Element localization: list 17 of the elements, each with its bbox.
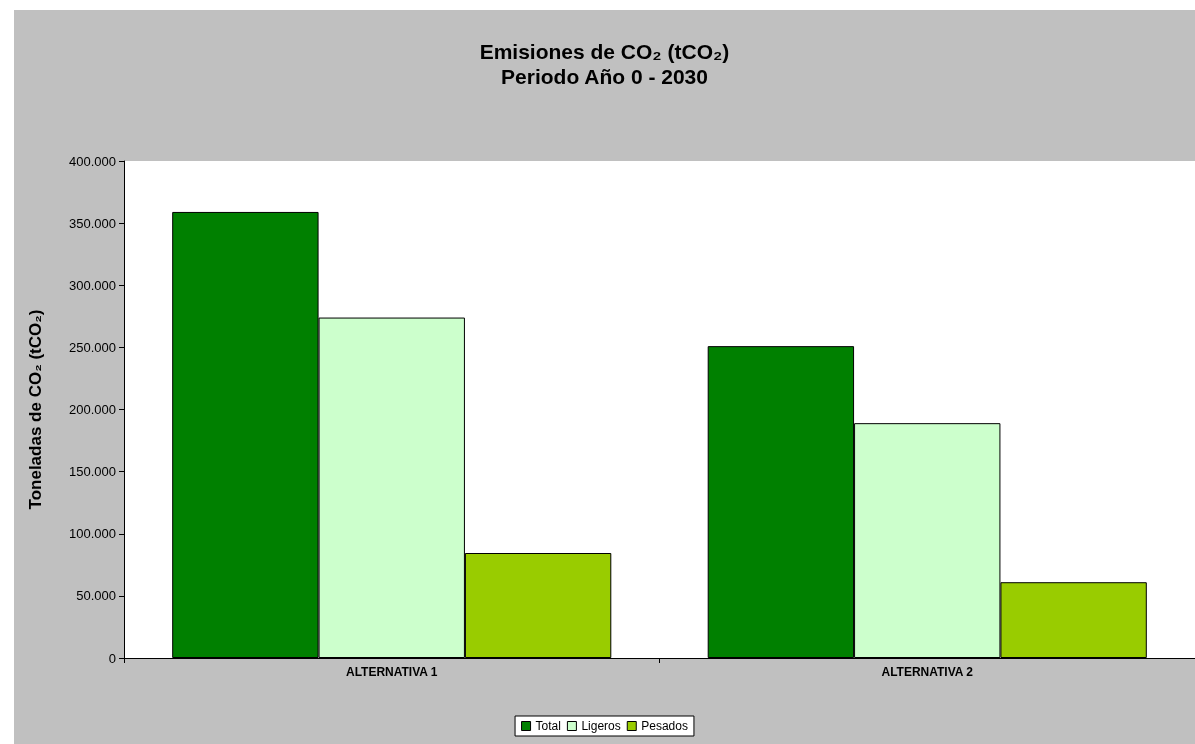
legend-label: Total	[535, 719, 561, 733]
y-tick-label: 200.000	[69, 402, 116, 417]
y-tick-label: 400.000	[69, 153, 116, 169]
y-tick-label: 0	[108, 650, 116, 666]
x-tick-label: ALTERNATIVA 1	[345, 665, 438, 679]
chart-title: Emisiones de CO₂ (tCO₂)	[479, 40, 730, 63]
legend-label: Pesados	[641, 719, 688, 733]
y-axis-title: Toneladas de CO₂ (tCO₂)	[26, 309, 45, 510]
y-tick-label: 350.000	[69, 215, 116, 231]
y-tick-label: 150.000	[69, 464, 116, 480]
x-tick-label: ALTERNATIVA 2	[881, 665, 974, 679]
y-tick-label: 250.000	[69, 339, 116, 355]
y-tick-label: 50.000	[76, 588, 116, 604]
chart-subtitle: Periodo Año 0 - 2030	[501, 65, 708, 88]
y-tick-label: 300.000	[69, 277, 116, 293]
y-tick-label: 100.000	[69, 526, 116, 542]
legend-label: Ligeros	[581, 719, 621, 733]
